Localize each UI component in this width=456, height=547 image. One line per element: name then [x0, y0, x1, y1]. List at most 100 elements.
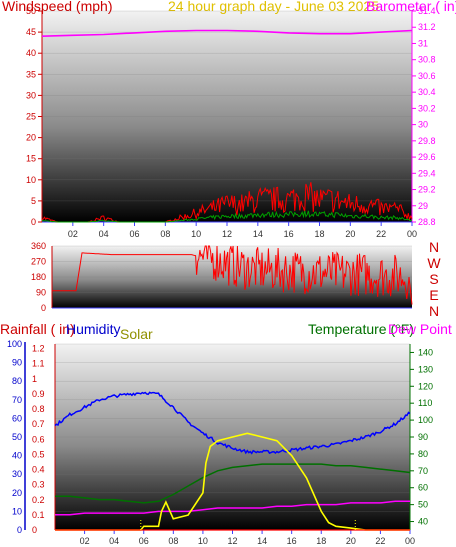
temperature-line — [55, 463, 411, 504]
rain-x-tick-label: 06 — [139, 536, 149, 546]
wind-x-tick-label: 08 — [160, 229, 170, 239]
compass-label: W — [427, 255, 441, 271]
rain-tick-label: 1 — [32, 374, 37, 384]
rain-x-tick-label: 02 — [80, 536, 90, 546]
humidity-tick-label: 0 — [17, 525, 22, 535]
humidity-tick-label: 70 — [12, 395, 22, 405]
wind-tick-label: 10 — [26, 175, 36, 185]
barometer-tick-label: 30 — [418, 120, 428, 130]
rain-x-tick-label: 20 — [346, 536, 356, 546]
humidity-tick-label: 20 — [12, 488, 22, 498]
wind-tick-label: 30 — [26, 90, 36, 100]
wind-tick-label: 25 — [26, 112, 36, 122]
temperature-tick-label: 70 — [418, 466, 428, 476]
barometer-line — [41, 29, 413, 37]
compass-label: E — [429, 287, 438, 303]
dewpoint-line — [55, 500, 410, 516]
humidity-axis-title: Humidity — [66, 321, 120, 337]
barometer-tick-label: 31.4 — [418, 6, 436, 16]
wind-tick-label: 0 — [31, 217, 36, 227]
humidity-tick-label: 100 — [7, 339, 22, 349]
barometer-tick-label: 31 — [418, 38, 428, 48]
rain-tick-label: 0.9 — [32, 389, 45, 399]
left-axis-title: Windspeed (mph) — [2, 0, 113, 14]
rain-tick-label: 0.6 — [32, 434, 45, 444]
wind-x-tick-label: 12 — [222, 229, 232, 239]
wind-x-tick-label: 16 — [284, 229, 294, 239]
rain-tick-label: 1.2 — [32, 344, 45, 354]
rain-tick-label: 1.1 — [32, 359, 45, 369]
rain-x-tick-label: 08 — [168, 536, 178, 546]
rain-x-tick-label: 14 — [257, 536, 267, 546]
humidity-tick-label: 90 — [12, 358, 22, 368]
wind-tick-label: 45 — [26, 27, 36, 37]
wind-x-tick-label: 02 — [68, 229, 78, 239]
rain-x-tick-label: 12 — [227, 536, 237, 546]
wind-tick-label: 50 — [26, 6, 36, 16]
wind-x-tick-label: 10 — [191, 229, 201, 239]
barometer-tick-label: 29 — [418, 201, 428, 211]
barometer-tick-label: 30.6 — [418, 71, 436, 81]
compass-label: N — [429, 303, 439, 319]
barometer-tick-label: 29.8 — [418, 136, 436, 146]
direction-tick-label: 180 — [31, 272, 46, 282]
temperature-tick-label: 120 — [418, 381, 433, 391]
rain-axis-title: Rainfall ( in) — [0, 321, 75, 337]
direction-line — [52, 245, 413, 305]
barometer-tick-label: 30.8 — [418, 55, 436, 65]
wind-x-tick-label: 20 — [345, 229, 355, 239]
temperature-tick-label: 40 — [418, 517, 428, 527]
rain-tick-label: 0.2 — [32, 495, 45, 505]
humidity-tick-label: 60 — [12, 413, 22, 423]
solar-line — [55, 432, 410, 531]
direction-tick-label: 360 — [31, 241, 46, 251]
compass-label: N — [429, 239, 439, 255]
direction-tick-label: 270 — [31, 257, 46, 267]
humidity-tick-label: 80 — [12, 376, 22, 386]
temperature-tick-label: 50 — [418, 500, 428, 510]
right-axis-title: Barometer ( in) — [366, 0, 456, 14]
wind-tick-label: 20 — [26, 133, 36, 143]
temperature-tick-label: 90 — [418, 432, 428, 442]
rain-x-tick-label: 00 — [405, 536, 415, 546]
barometer-tick-label: 29.6 — [418, 152, 436, 162]
humidity-line — [54, 391, 411, 455]
rain-tick-label: 0 — [32, 525, 37, 535]
rain-tick-label: 0.1 — [32, 510, 45, 520]
wind-x-tick-label: 00 — [407, 229, 417, 239]
humidity-tick-label: 40 — [12, 451, 22, 461]
wind-tick-label: 15 — [26, 154, 36, 164]
rain-tick-label: 0.8 — [32, 404, 45, 414]
humidity-tick-label: 30 — [12, 469, 22, 479]
wind-tick-label: 40 — [26, 48, 36, 58]
temperature-tick-label: 110 — [418, 398, 432, 408]
chart-title: 24 hour graph day - June 03 2025 — [168, 0, 379, 14]
humidity-tick-label: 50 — [12, 432, 22, 442]
rain-tick-label: 0.4 — [32, 465, 45, 475]
rain-tick-label: 0.5 — [32, 449, 45, 459]
wind-x-tick-label: 14 — [253, 229, 263, 239]
temperature-tick-label: 140 — [418, 347, 433, 357]
direction-tick-label: 90 — [36, 288, 46, 298]
dewpoint-axis-title: Dew Point ( — [388, 321, 456, 337]
solar-axis-title: Solar — [120, 326, 153, 342]
temperature-tick-label: 80 — [418, 449, 428, 459]
rain-x-tick-label: 04 — [109, 536, 119, 546]
rain-x-tick-label: 10 — [198, 536, 208, 546]
wind-x-tick-label: 04 — [99, 229, 109, 239]
barometer-tick-label: 29.4 — [418, 168, 436, 178]
rain-tick-label: 0.3 — [32, 480, 45, 490]
rain-x-tick-label: 22 — [375, 536, 385, 546]
rain-x-tick-label: 16 — [287, 536, 297, 546]
humidity-tick-label: 10 — [12, 506, 22, 516]
barometer-tick-label: 30.4 — [418, 87, 436, 97]
wind-tick-label: 5 — [31, 196, 36, 206]
temperature-tick-label: 100 — [418, 415, 433, 425]
direction-tick-label: 0 — [41, 303, 46, 313]
wind-tick-label: 35 — [26, 69, 36, 79]
windspeed-line — [41, 182, 413, 223]
barometer-tick-label: 30.2 — [418, 103, 436, 113]
wind-average-line — [41, 210, 413, 223]
barometer-tick-label: 31.2 — [418, 22, 436, 32]
